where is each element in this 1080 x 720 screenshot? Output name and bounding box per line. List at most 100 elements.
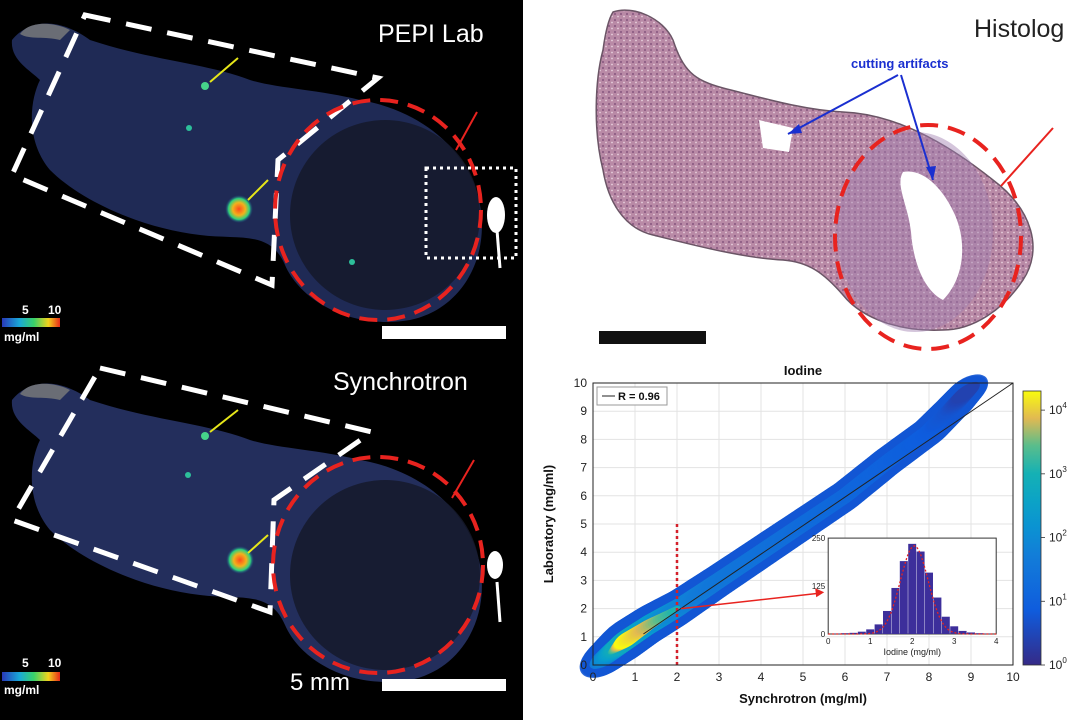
histology-blue-arrowhead	[926, 166, 936, 180]
synchrotron-small-hotspot	[201, 432, 209, 440]
colorbar-tick-label: 104	[1049, 401, 1067, 417]
fit-line	[643, 382, 1014, 635]
density-core	[669, 605, 681, 614]
inset-bar	[883, 610, 891, 634]
scalebar-label: 5 mm	[290, 669, 350, 696]
histology-artifact	[759, 120, 793, 152]
y-tick-label: 0	[580, 658, 587, 672]
lab-scalebar	[382, 326, 506, 339]
y-tick-label: 10	[574, 376, 588, 390]
x-axis-label: Synchrotron (mg/ml)	[739, 691, 867, 706]
lab-tissue-fragment	[20, 23, 70, 40]
iodine-correlation-chart: 0 1 2 3 4 5 6 7 8 9 10 0 1 2 3 4 5 6 7 8 9 10 Iodine Synchrotro…	[523, 358, 1080, 720]
x-tick-label: 3	[716, 670, 723, 684]
lab-tumor-outline	[273, 98, 483, 322]
inset-bar	[908, 543, 917, 634]
colorbar-tick: 5	[22, 656, 29, 670]
inset-bar	[874, 624, 883, 634]
colorbar-unit: mg/ml	[4, 330, 40, 344]
x-tick-label: 8	[926, 670, 933, 684]
pepi-lab-panel: PEPI Lab 5 10 mg/ml	[0, 0, 523, 360]
inset-pointer-arrow	[681, 592, 821, 610]
cutting-artifacts-label: cutting artifacts	[851, 56, 949, 71]
lab-marker-bright	[487, 197, 505, 233]
histology-blue-arrowhead	[788, 124, 802, 134]
y-tick-label: 7	[580, 461, 587, 475]
colorbar-tick: 10	[48, 303, 62, 317]
y-tick-label: 5	[580, 517, 587, 531]
y-tick-label: 8	[580, 432, 587, 446]
histology-scalebar	[599, 331, 706, 344]
panel-title: PEPI Lab	[378, 20, 484, 48]
inset-x-tick: 0	[826, 637, 831, 646]
x-tick-label: 6	[842, 670, 849, 684]
inset-bar	[857, 631, 866, 634]
lab-small-hotspot	[186, 125, 192, 131]
plot-frame	[592, 382, 1014, 666]
colorbar-tick-label: 101	[1049, 592, 1067, 608]
inset-x-label: Iodine (mg/ml)	[883, 647, 941, 657]
inset-y-tick: 125	[812, 582, 826, 591]
inset-fit-curve	[828, 545, 997, 635]
lab-small-hotspot	[201, 82, 209, 90]
synchrotron-normal-region-outline	[8, 365, 379, 616]
inset-x-tick: 1	[868, 637, 873, 646]
lab-small-hotspot	[349, 259, 355, 265]
y-tick-label: 2	[580, 602, 587, 616]
inset-x-tick: 4	[994, 637, 999, 646]
y-axis-label: Laboratory (mg/ml)	[541, 465, 556, 583]
y-tick-label: 1	[580, 630, 587, 644]
lab-yellow-arrow	[209, 57, 239, 83]
lab-tumor-core	[290, 120, 480, 310]
histology-panel: Histolog cutting artifacts	[523, 0, 1080, 358]
x-tick-label: 7	[884, 670, 891, 684]
inset-bar	[891, 587, 900, 634]
synchrotron-marker-bright	[487, 551, 503, 579]
inset-x-tick: 3	[952, 637, 957, 646]
lab-zoom-box	[424, 166, 518, 260]
colorbar-tick-label: 100	[1049, 656, 1067, 672]
legend-box	[596, 386, 668, 406]
x-tick-label: 4	[758, 670, 765, 684]
inset-bar	[958, 630, 967, 634]
legend-label: R = 0.96	[618, 391, 660, 403]
inset-pointer-arrowhead	[815, 588, 825, 598]
chart-title: Iodine	[784, 363, 822, 378]
colorbar-tick-label: 102	[1049, 529, 1067, 545]
synchrotron-scalebar	[382, 679, 506, 691]
panel-title: Histolog	[974, 15, 1065, 43]
histology-tumor-outline	[833, 123, 1023, 351]
synchrotron-red-arrow	[451, 459, 475, 499]
x-tick-label: 0	[590, 670, 597, 684]
lab-white-arrow	[495, 229, 502, 269]
synchrotron-tumor-core	[290, 480, 480, 670]
y-tick-label: 4	[580, 545, 587, 559]
histology-image	[595, 9, 1054, 351]
synchrotron-ct-image	[2, 365, 506, 691]
synchrotron-yellow-arrow	[247, 534, 269, 554]
lab-ct-image	[2, 12, 518, 339]
inset-bar	[967, 632, 975, 634]
inset-bar	[916, 551, 925, 634]
inset-bar	[941, 616, 950, 634]
colorbar-tick: 5	[22, 303, 29, 317]
synchrotron-tissue-fragment	[20, 383, 70, 400]
lab-hotspot	[225, 195, 253, 223]
synchrotron-colorbar	[2, 672, 60, 681]
inset-bar	[933, 597, 942, 634]
histology-artifact	[900, 171, 963, 300]
histology-blue-arrow	[787, 74, 899, 135]
inset-y-tick: 0	[821, 630, 826, 639]
x-tick-label: 10	[1006, 670, 1020, 684]
colorbar-unit: mg/ml	[4, 683, 40, 697]
panel-title: Synchrotron	[333, 368, 468, 396]
inset-bar	[899, 561, 908, 634]
y-tick-label: 3	[580, 573, 587, 587]
lab-red-arrow	[455, 111, 478, 151]
inset-bar	[950, 626, 959, 634]
x-tick-label: 2	[674, 670, 681, 684]
histology-blue-arrow	[900, 74, 934, 181]
lab-yellow-arrow	[247, 179, 269, 201]
lab-colorbar	[2, 318, 60, 327]
histology-red-arrow	[1000, 127, 1054, 187]
